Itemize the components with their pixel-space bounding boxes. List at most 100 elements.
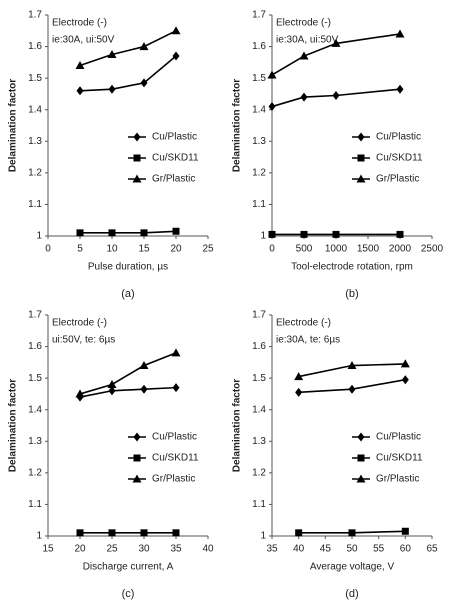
series-line (79, 352, 177, 395)
data-point (300, 230, 308, 238)
y-tick-label: 1.3 (28, 436, 42, 447)
y-tick-label: 1.5 (28, 373, 42, 384)
x-tick-label: 10 (106, 244, 118, 255)
series-line (79, 30, 177, 67)
legend-label: Cu/SKD11 (152, 453, 199, 464)
caption: (c) (122, 588, 135, 600)
legend-label: Cu/Plastic (376, 132, 421, 143)
y-tick-label: 1.2 (28, 467, 42, 478)
x-tick-label: 25 (202, 244, 214, 255)
legend-label: Gr/Plastic (152, 174, 195, 185)
x-tick-label: 55 (373, 544, 385, 555)
annotation: ie:30A, te: 6µs (276, 335, 340, 346)
data-point (76, 529, 84, 537)
y-tick-label: 1.1 (28, 199, 42, 210)
legend-marker (132, 474, 142, 483)
legend-label: Cu/SKD11 (376, 453, 423, 464)
data-point (348, 529, 356, 537)
legend-label: Cu/Plastic (152, 432, 197, 443)
data-point (76, 86, 84, 96)
data-point (294, 372, 304, 381)
x-tick-label: 1500 (357, 244, 380, 255)
data-point (401, 527, 409, 535)
legend-label: Cu/SKD11 (152, 153, 199, 164)
y-tick-label: 1.4 (28, 104, 42, 115)
data-point (401, 375, 409, 385)
legend-marker (357, 132, 365, 142)
data-point (139, 42, 149, 51)
y-axis-label: Delamination factor (8, 379, 19, 472)
data-point (171, 348, 181, 357)
data-point (172, 227, 180, 235)
data-point (108, 84, 116, 94)
panel: 1 1.1 1.2 1.3 1.4 1.5 1.6 1.7 0 5 10 15 20 25 Delamina… (8, 10, 214, 300)
data-point (172, 51, 180, 61)
x-tick-label: 5 (77, 244, 83, 255)
y-tick-label: 1 (36, 531, 42, 542)
x-tick-label: 35 (170, 544, 182, 555)
legend-marker (132, 174, 142, 183)
annotation: Electrode (-) (276, 18, 331, 29)
y-tick-label: 1.4 (252, 104, 266, 115)
legend-label: Cu/SKD11 (376, 153, 423, 164)
series-line (79, 386, 177, 398)
y-tick-label: 1.2 (252, 467, 266, 478)
data-point (268, 102, 276, 112)
data-point (332, 91, 340, 101)
data-point (332, 230, 340, 238)
y-tick-label: 1.6 (252, 41, 266, 52)
y-tick-label: 1.5 (252, 373, 266, 384)
y-tick-label: 1 (36, 231, 42, 242)
data-point (267, 70, 277, 79)
caption: (d) (345, 588, 358, 600)
y-tick-label: 1.5 (28, 73, 42, 84)
y-tick-label: 1 (260, 531, 266, 542)
data-point (108, 386, 116, 396)
data-point (172, 383, 180, 393)
data-point (108, 529, 116, 537)
x-tick-label: 0 (269, 244, 275, 255)
y-tick-label: 1.5 (252, 73, 266, 84)
x-tick-label: 65 (426, 544, 438, 555)
legend-marker (357, 454, 365, 462)
panel: 1 1.1 1.2 1.3 1.4 1.5 1.6 1.7 0 500 1000 1500 2000 25… (232, 10, 444, 300)
x-tick-label: 20 (170, 244, 182, 255)
x-axis-label: Average voltage, V (310, 562, 395, 573)
legend-marker (356, 474, 366, 483)
y-axis-label: Delamination factor (232, 79, 243, 172)
y-tick-label: 1.6 (28, 341, 42, 352)
x-tick-label: 45 (320, 544, 332, 555)
legend-marker (133, 132, 141, 142)
legend-marker (133, 154, 141, 162)
panel: 1 1.1 1.2 1.3 1.4 1.5 1.6 1.7 35 40 45 50 55 60 65 Dela… (232, 310, 438, 600)
data-point (139, 361, 149, 370)
caption: (a) (121, 288, 134, 300)
y-tick-label: 1.7 (28, 10, 42, 21)
data-point (75, 61, 85, 70)
y-tick-label: 1.2 (28, 167, 42, 178)
data-point (140, 78, 148, 88)
series-line (271, 88, 401, 108)
data-point (347, 361, 357, 370)
data-point (400, 359, 410, 368)
legend-label: Gr/Plastic (376, 474, 419, 485)
x-tick-label: 15 (42, 544, 54, 555)
series-line (80, 230, 177, 234)
annotation: ie:30A, ui:50V (276, 35, 339, 46)
legend-marker (133, 432, 141, 442)
y-axis-label: Delamination factor (8, 79, 19, 172)
data-point (268, 230, 276, 238)
data-point (295, 387, 303, 397)
data-point (171, 26, 181, 35)
x-tick-label: 25 (106, 544, 118, 555)
x-tick-label: 2000 (389, 244, 412, 255)
x-tick-label: 20 (74, 544, 86, 555)
data-point (108, 229, 116, 237)
y-tick-label: 1 (260, 231, 266, 242)
x-axis-label: Tool-electrode rotation, rpm (291, 262, 413, 273)
x-tick-label: 60 (400, 544, 412, 555)
annotation: ie:30A, ui:50V (52, 35, 115, 46)
y-tick-label: 1.1 (252, 499, 266, 510)
x-tick-label: 15 (138, 244, 150, 255)
